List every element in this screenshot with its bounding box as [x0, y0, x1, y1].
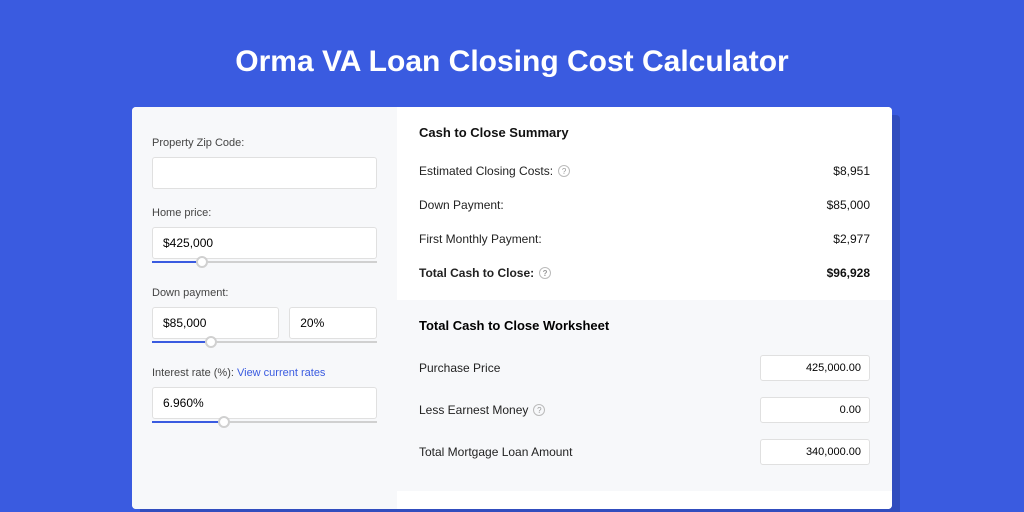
- summary-title: Cash to Close Summary: [419, 125, 870, 140]
- home-price-slider[interactable]: [152, 257, 377, 269]
- home-price-label: Home price:: [152, 207, 377, 219]
- home-price-field-group: Home price:: [152, 207, 377, 269]
- summary-label-text: Total Cash to Close:: [419, 266, 534, 280]
- slider-thumb[interactable]: [205, 336, 217, 348]
- interest-rate-field-group: Interest rate (%): View current rates: [152, 367, 377, 429]
- interest-rate-input[interactable]: [152, 387, 377, 419]
- help-icon[interactable]: ?: [558, 165, 570, 177]
- calculator-card: Property Zip Code: Home price: Down paym…: [132, 107, 892, 509]
- worksheet-value-input[interactable]: [760, 439, 870, 465]
- slider-fill: [152, 261, 202, 263]
- zip-field-group: Property Zip Code:: [152, 137, 377, 189]
- home-price-input[interactable]: [152, 227, 377, 259]
- worksheet-title: Total Cash to Close Worksheet: [419, 318, 870, 333]
- results-panel: Cash to Close Summary Estimated Closing …: [397, 107, 892, 509]
- down-payment-label: Down payment:: [152, 287, 377, 299]
- zip-input[interactable]: [152, 157, 377, 189]
- worksheet-value-input[interactable]: [760, 397, 870, 423]
- worksheet-rows: Purchase Price Less Earnest Money? Total M…: [419, 347, 870, 473]
- interest-rate-slider[interactable]: [152, 417, 377, 429]
- slider-fill: [152, 341, 211, 343]
- interest-rate-label-text: Interest rate (%):: [152, 367, 234, 379]
- down-payment-field-group: Down payment:: [152, 287, 377, 349]
- worksheet-label-text: Total Mortgage Loan Amount: [419, 445, 572, 459]
- slider-fill: [152, 421, 224, 423]
- help-icon[interactable]: ?: [539, 267, 551, 279]
- help-icon[interactable]: ?: [533, 404, 545, 416]
- summary-label-text: Estimated Closing Costs:: [419, 164, 553, 178]
- slider-thumb[interactable]: [218, 416, 230, 428]
- worksheet-label-text: Purchase Price: [419, 361, 500, 375]
- summary-label-text: Down Payment:: [419, 198, 504, 212]
- down-payment-percent-input[interactable]: [289, 307, 377, 339]
- slider-thumb[interactable]: [196, 256, 208, 268]
- down-payment-slider[interactable]: [152, 337, 377, 349]
- down-payment-amount-input[interactable]: [152, 307, 279, 339]
- summary-row-label: Down Payment:: [419, 198, 504, 212]
- summary-row-value: $85,000: [827, 198, 870, 212]
- inputs-panel: Property Zip Code: Home price: Down paym…: [132, 107, 397, 509]
- summary-row-label: First Monthly Payment:: [419, 232, 542, 246]
- worksheet-row: Less Earnest Money?: [419, 389, 870, 431]
- page-title: Orma VA Loan Closing Cost Calculator: [0, 0, 1024, 107]
- summary-row-value: $8,951: [833, 164, 870, 178]
- summary-rows: Estimated Closing Costs:? $8,951 Down Paym…: [419, 154, 870, 290]
- summary-row-value: $96,928: [827, 266, 870, 280]
- worksheet-row-label: Purchase Price: [419, 361, 500, 375]
- worksheet-value-input[interactable]: [760, 355, 870, 381]
- worksheet-row-label: Less Earnest Money?: [419, 403, 545, 417]
- view-rates-link[interactable]: View current rates: [237, 367, 325, 379]
- summary-row-label: Total Cash to Close:?: [419, 266, 551, 280]
- worksheet-row: Purchase Price: [419, 347, 870, 389]
- summary-row-value: $2,977: [833, 232, 870, 246]
- worksheet-section: Total Cash to Close Worksheet Purchase P…: [397, 300, 892, 491]
- zip-label: Property Zip Code:: [152, 137, 377, 149]
- interest-rate-label: Interest rate (%): View current rates: [152, 367, 377, 379]
- summary-row: Total Cash to Close:? $96,928: [419, 256, 870, 290]
- summary-row: Down Payment: $85,000: [419, 188, 870, 222]
- summary-row: First Monthly Payment: $2,977: [419, 222, 870, 256]
- worksheet-row-label: Total Mortgage Loan Amount: [419, 445, 572, 459]
- summary-label-text: First Monthly Payment:: [419, 232, 542, 246]
- worksheet-row: Total Mortgage Loan Amount: [419, 431, 870, 473]
- summary-row-label: Estimated Closing Costs:?: [419, 164, 570, 178]
- worksheet-label-text: Less Earnest Money: [419, 403, 528, 417]
- summary-row: Estimated Closing Costs:? $8,951: [419, 154, 870, 188]
